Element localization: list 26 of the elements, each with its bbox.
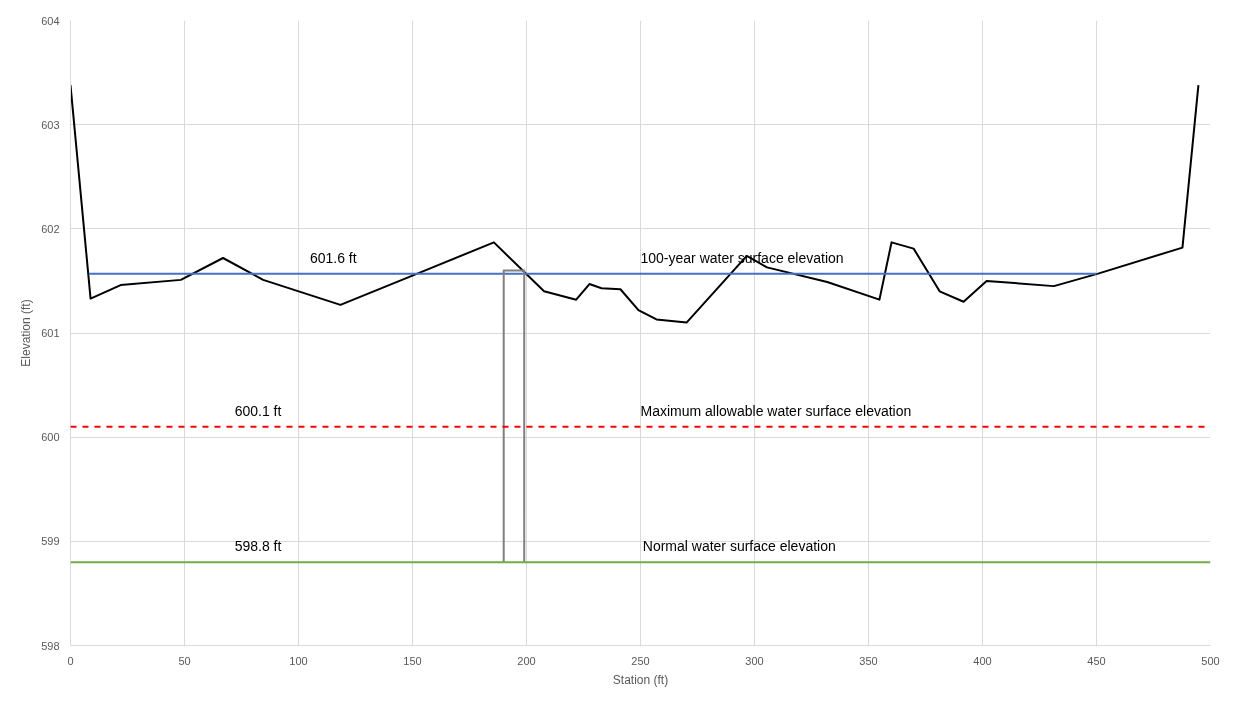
y-tick-label: 599 bbox=[41, 535, 60, 548]
annotation: Maximum allowable water surface elevation bbox=[640, 402, 912, 419]
x-tick-label: 350 bbox=[859, 654, 878, 667]
y-tick-label: 603 bbox=[41, 118, 60, 131]
x-tick-label: 50 bbox=[178, 654, 191, 667]
y-tick-label: 602 bbox=[41, 222, 60, 235]
x-tick-label: 400 bbox=[973, 654, 992, 667]
x-tick-label: 500 bbox=[1201, 654, 1220, 667]
x-tick-label: 250 bbox=[631, 654, 650, 667]
y-axis-title: Elevation (ft) bbox=[19, 299, 34, 367]
x-tick-label: 450 bbox=[1087, 654, 1106, 667]
y-tick-label: 604 bbox=[41, 14, 60, 27]
annotation: 600.1 ft bbox=[234, 402, 282, 419]
y-tick-label: 600 bbox=[41, 431, 60, 444]
y-tick-label: 598 bbox=[41, 639, 60, 652]
x-tick-label: 100 bbox=[289, 654, 308, 667]
annotation: 598.8 ft bbox=[234, 538, 282, 555]
line-series bbox=[70, 84, 1200, 324]
x-tick-label: 0 bbox=[67, 654, 74, 667]
annotation: 601.6 ft bbox=[309, 249, 357, 266]
x-tick-label: 150 bbox=[403, 654, 422, 667]
x-tick-label: 300 bbox=[745, 654, 764, 667]
x-axis-title: Station (ft) bbox=[612, 672, 669, 687]
y-tick-label: 601 bbox=[41, 327, 60, 339]
annotation: Normal water surface elevation bbox=[642, 538, 836, 555]
x-tick-label: 200 bbox=[517, 654, 536, 667]
